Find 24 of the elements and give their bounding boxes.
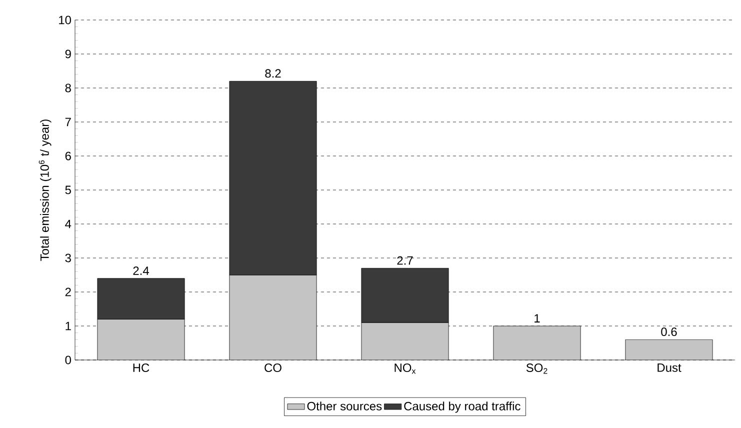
- total-label: 1: [534, 314, 540, 322]
- y-tick-label: 2: [65, 288, 71, 296]
- x-tick-label: Dust: [658, 364, 682, 372]
- total-label: 8.2: [265, 69, 281, 78]
- total-label: 2.7: [397, 256, 413, 265]
- y-axis-title: Total emission (10$^{6}$ t/ year): [38, 120, 52, 261]
- y-tick-label: 5: [65, 186, 71, 194]
- y-tick-label: 6: [65, 152, 71, 160]
- x-tick-label: HC: [133, 364, 150, 372]
- x-tick-label: SO$_{2}$: [526, 364, 548, 374]
- y-tick-label: 10: [59, 16, 72, 24]
- y-tick-label: 8: [65, 84, 71, 92]
- legend-label: Caused by road traffic: [404, 402, 520, 413]
- x-tick-label: CO: [264, 364, 282, 372]
- y-tick-label: 1: [66, 322, 71, 330]
- y-tick-label: 0: [65, 356, 72, 364]
- y-tick-label: 9: [65, 50, 71, 58]
- y-tick-label: 4: [65, 220, 72, 228]
- legend-label: Other sources: [307, 402, 382, 410]
- y-tick-label: 3: [65, 254, 71, 262]
- total-label: 0.6: [661, 328, 677, 336]
- y-tick-label: 7: [65, 118, 71, 126]
- total-label: 2.4: [133, 266, 149, 275]
- x-tick-label: NO$_{x}$: [394, 364, 416, 374]
